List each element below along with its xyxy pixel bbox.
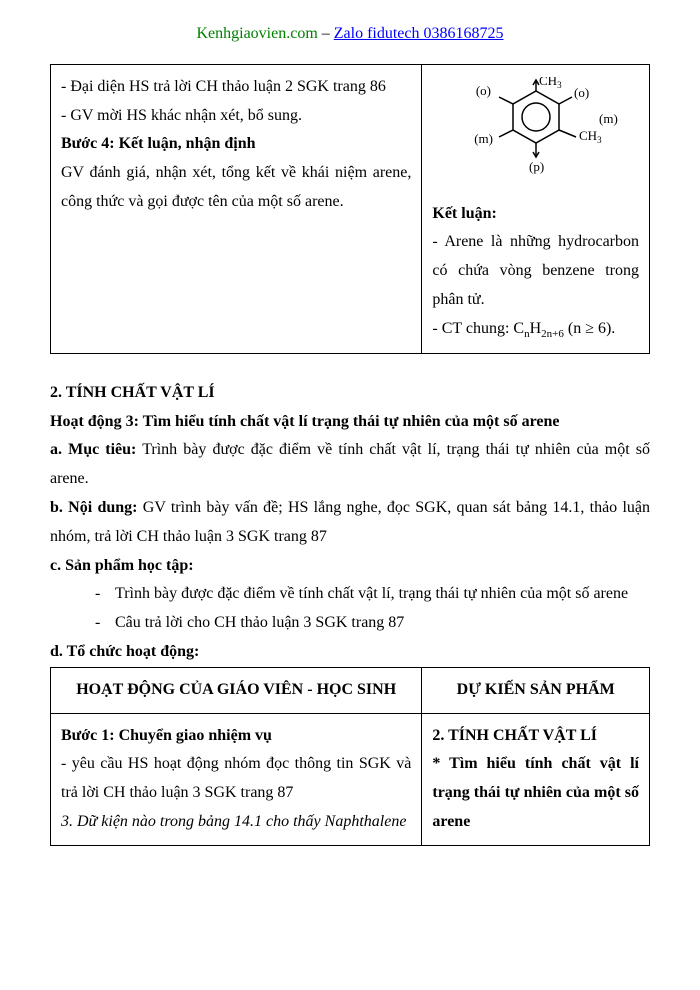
svg-text:(o): (o) [476, 83, 491, 98]
benzene-diagram: CH3 CH3 (o) (o) (m) (m) (p) [432, 73, 639, 200]
t2-head-right: DỰ KIẾN SẢN PHẨM [422, 667, 650, 713]
svg-text:CH3: CH3 [539, 77, 562, 90]
t2-left-line1: - yêu cầu HS hoạt động nhóm đọc thông ti… [61, 750, 411, 808]
bullet-item: -Câu trả lời cho CH thảo luận 3 SGK tran… [95, 609, 650, 638]
sec2-title: 2. TÍNH CHẤT VẬT LÍ [50, 379, 650, 408]
header-dash: – [318, 25, 334, 42]
site-text: Kenhgiaovien.com [196, 25, 317, 42]
svg-text:CH3: CH3 [579, 128, 602, 145]
t2-head-left: HOẠT ĐỘNG CỦA GIÁO VIÊN - HỌC SINH [51, 667, 422, 713]
svg-text:(m): (m) [599, 111, 618, 126]
t2-right-sub: * Tìm hiểu tính chất vật lí trạng thái t… [432, 750, 639, 836]
t1-right-formula: - CT chung: CnH2n+6 (n ≥ 6). [432, 315, 639, 345]
t2-left-cell: Bước 1: Chuyển giao nhiệm vụ - yêu cầu H… [51, 713, 422, 845]
sec2-bullets: -Trình bày được đặc điểm về tính chất vậ… [50, 580, 650, 638]
t1-left-line3: GV đánh giá, nhận xét, tổng kết về khái … [61, 159, 411, 217]
svg-text:(o): (o) [574, 85, 589, 100]
svg-text:(p): (p) [529, 159, 544, 174]
sec2-act3: Hoạt động 3: Tìm hiểu tính chất vật lí t… [50, 408, 650, 437]
page-header: Kenhgiaovien.com – Zalo fidutech 0386168… [50, 20, 650, 49]
table-1: - Đại diện HS trả lời CH thảo luận 2 SGK… [50, 64, 650, 354]
t1-left-step4: Bước 4: Kết luận, nhận định [61, 130, 411, 159]
sec2-b: b. Nội dung: GV trình bày vấn đề; HS lắn… [50, 494, 650, 552]
section-2: 2. TÍNH CHẤT VẬT LÍ Hoạt động 3: Tìm hiể… [50, 379, 650, 667]
t1-left-line2: - GV mời HS khác nhận xét, bổ sung. [61, 102, 411, 131]
table-2: HOẠT ĐỘNG CỦA GIÁO VIÊN - HỌC SINH DỰ KI… [50, 667, 650, 846]
t2-right-cell: 2. TÍNH CHẤT VẬT LÍ * Tìm hiểu tính chất… [422, 713, 650, 845]
t2-left-step1: Bước 1: Chuyển giao nhiệm vụ [61, 722, 411, 751]
sec2-a: a. Mục tiêu: Trình bày được đặc điểm về … [50, 436, 650, 494]
t1-right-line1: - Arene là những hydrocarbon có chứa vòn… [432, 228, 639, 314]
sec2-d: d. Tổ chức hoạt động: [50, 638, 650, 667]
sec2-c: c. Sản phẩm học tập: [50, 552, 650, 581]
zalo-link[interactable]: Zalo fidutech 0386168725 [334, 25, 504, 42]
t1-left-line1: - Đại diện HS trả lời CH thảo luận 2 SGK… [61, 73, 411, 102]
t2-left-line2: 3. Dữ kiện nào trong bảng 14.1 cho thấy … [61, 808, 411, 837]
table1-left-cell: - Đại diện HS trả lời CH thảo luận 2 SGK… [51, 64, 422, 353]
t1-right-ketluan: Kết luận: [432, 200, 639, 229]
bullet-item: -Trình bày được đặc điểm về tính chất vậ… [95, 580, 650, 609]
t2-right-title: 2. TÍNH CHẤT VẬT LÍ [432, 722, 639, 751]
table1-right-cell: CH3 CH3 (o) (o) (m) (m) (p) Kết luận: - … [422, 64, 650, 353]
svg-text:(m): (m) [474, 131, 493, 146]
